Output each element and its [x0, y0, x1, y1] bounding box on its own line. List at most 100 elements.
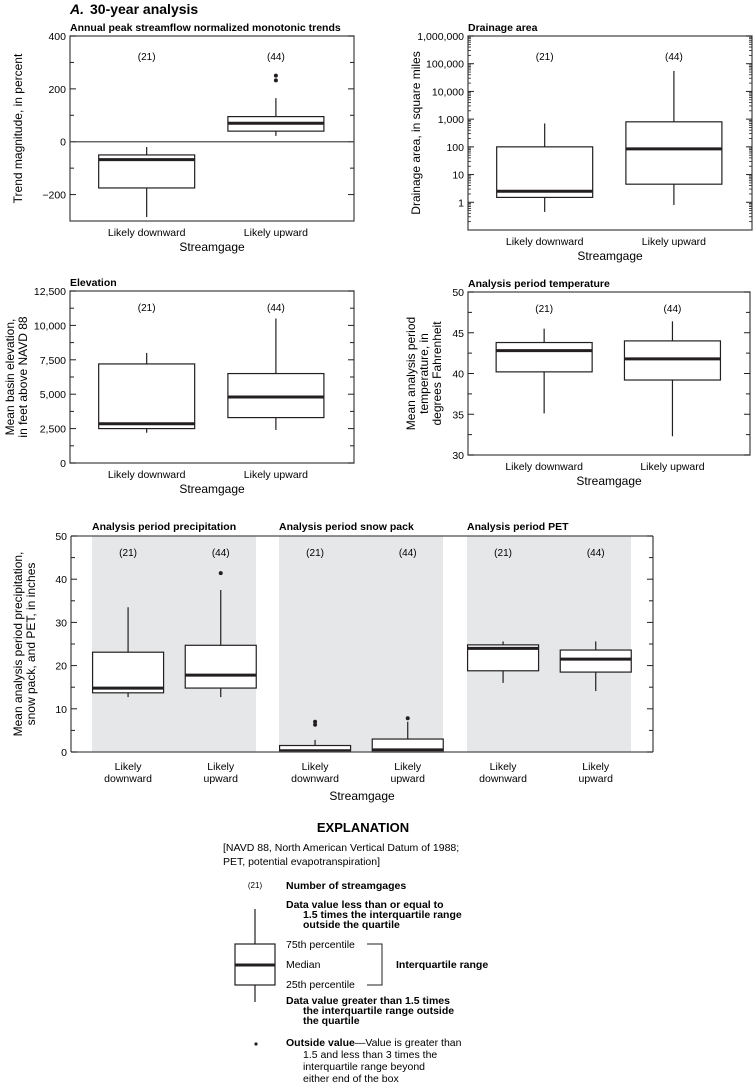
y-tick-label: 50 — [55, 531, 67, 543]
y-tick-label: 50 — [452, 287, 464, 299]
box-plot — [91, 607, 165, 698]
y-axis-label: Mean analysis period precipitation,snow … — [11, 552, 38, 737]
iqr-bracket — [367, 943, 383, 986]
explanation-note-1: [NAVD 88, North American Vertical Datum … — [223, 842, 459, 854]
panel-title: Analysis period snow pack — [279, 521, 414, 533]
box-plot — [371, 716, 444, 753]
count-label: (44) — [587, 548, 605, 559]
y-tick-label: 2,500 — [40, 424, 66, 436]
count-label: (44) — [665, 52, 683, 63]
count-label: (21) — [119, 548, 137, 559]
chart-title: Analysis period temperature — [468, 278, 610, 290]
panel-title: Analysis period precipitation — [92, 521, 236, 533]
y-tick-label: 30 — [55, 617, 67, 629]
chart-title: Elevation — [70, 277, 117, 289]
y-tick-label: 0 — [61, 747, 67, 759]
y-tick-label: 5,000 — [40, 389, 66, 401]
outlier-point — [218, 571, 223, 576]
y-axis-label: Mean basin elevation,in feet above NAVD … — [3, 316, 30, 438]
x-category-label: Likely upward — [244, 469, 308, 481]
y-tick-label: 10,000 — [432, 86, 464, 98]
y-tick-label: 40 — [55, 574, 67, 586]
x-axis-label: Streamgage — [576, 474, 642, 488]
iqr-box — [98, 363, 196, 430]
y-tick-label: 12,500 — [34, 286, 66, 298]
box-plot — [496, 123, 594, 212]
panel-shading — [467, 536, 631, 752]
x-category-label: Likely downward — [104, 761, 152, 785]
plot-frame — [69, 35, 355, 222]
y-tick-label: 1,000,000 — [417, 31, 464, 43]
count-label: (44) — [267, 52, 285, 63]
elevation-chart: Elevation 12,500 10,000 7,500 5,000 2,500 0 (21… — [3, 277, 355, 496]
outlier-point — [313, 722, 318, 727]
x-category-label: Likely upward — [204, 761, 239, 785]
y-axis-label: Drainage area, in square miles — [409, 51, 423, 214]
x-axis-label: Streamgage — [179, 482, 245, 496]
count-label: (21) — [138, 303, 156, 314]
box-plot — [623, 321, 722, 437]
count-label: (44) — [267, 303, 285, 314]
outlier-point — [273, 78, 278, 83]
x-category-label: Likely downward — [108, 227, 186, 239]
upper-whisker-desc: Data value less than or equal to 1.5 tim… — [286, 899, 465, 931]
outlier-point — [313, 719, 318, 724]
panel-shading — [279, 536, 443, 752]
climate-panel: Analysis period snow pack (21) Likely downw… — [278, 521, 444, 785]
climate-chart: Analysis period precipitation (21) Likely d… — [11, 521, 654, 803]
outside-value-dot — [254, 1042, 258, 1046]
box-plot — [227, 318, 325, 430]
iqr-box — [495, 341, 593, 373]
count-label: (21) — [138, 52, 156, 63]
chart-title: Annual peak streamflow normalized monoto… — [70, 22, 341, 34]
box-plot — [98, 352, 196, 433]
outlier-point — [273, 73, 278, 78]
figure-title: A. 30-year analysis — [69, 1, 198, 17]
y-tick-label: 30 — [452, 450, 464, 462]
y-tick-label: 20 — [55, 661, 67, 673]
x-category-label: Likely upward — [244, 227, 308, 239]
y-tick-label: 400 — [48, 31, 66, 43]
count-label: (44) — [664, 304, 682, 315]
explanation-legend: EXPLANATION [NAVD 88, North American Ver… — [223, 820, 488, 1085]
y-tick-label: 0 — [60, 458, 66, 470]
iqr-box — [623, 340, 722, 381]
panel-shading — [92, 536, 256, 752]
y-axis-label: Trend magnitude, in percent — [11, 53, 25, 203]
x-category-label: Likely upward — [579, 761, 614, 785]
explanation-note-2: PET, potential evapotranspiration] — [223, 856, 380, 868]
box-plot — [559, 641, 632, 692]
iqr-box — [91, 651, 165, 694]
x-category-label: Likely downward — [506, 236, 584, 248]
box-plot — [495, 328, 593, 414]
y-tick-label: 1 — [458, 197, 464, 209]
x-category-label: Likely downward — [108, 469, 186, 481]
iqr-box — [625, 121, 723, 185]
y-axis-label: Mean analysis periodtemperature, indegre… — [404, 317, 444, 430]
count-label: (21) — [494, 548, 512, 559]
iqr-label: Interquartile range — [396, 959, 488, 971]
y-tick-label: −200 — [42, 190, 66, 202]
y-tick-label: 10 — [452, 170, 464, 182]
x-axis-label: Streamgage — [577, 249, 643, 263]
box-plot — [625, 70, 723, 205]
y-tick-label: 10 — [55, 704, 67, 716]
count-label: (21) — [536, 52, 554, 63]
y-tick-label: 100,000 — [426, 59, 464, 71]
p25-label: 25th percentile — [286, 979, 355, 991]
x-axis-label: Streamgage — [179, 240, 245, 254]
explanation-heading: EXPLANATION — [317, 820, 409, 835]
x-category-label: Likely downward — [479, 761, 527, 785]
outside-value-desc: Outside value—Value is greater than 1.5 … — [286, 1037, 464, 1085]
median-label: Median — [286, 959, 321, 971]
box-plot — [184, 571, 257, 698]
y-tick-label: 10,000 — [34, 320, 66, 332]
y-tick-label: 1,000 — [438, 114, 464, 126]
climate-panel: Analysis period PET (21) Likely downward (44… — [466, 521, 632, 785]
iqr-box — [496, 146, 594, 199]
box-plot — [466, 641, 540, 683]
climate-panel: Analysis period precipitation (21) Likely d… — [91, 521, 257, 785]
box-plot — [227, 73, 325, 136]
lower-whisker-desc: Data value greater than 1.5 times the in… — [286, 995, 457, 1027]
iqr-box — [184, 644, 257, 689]
